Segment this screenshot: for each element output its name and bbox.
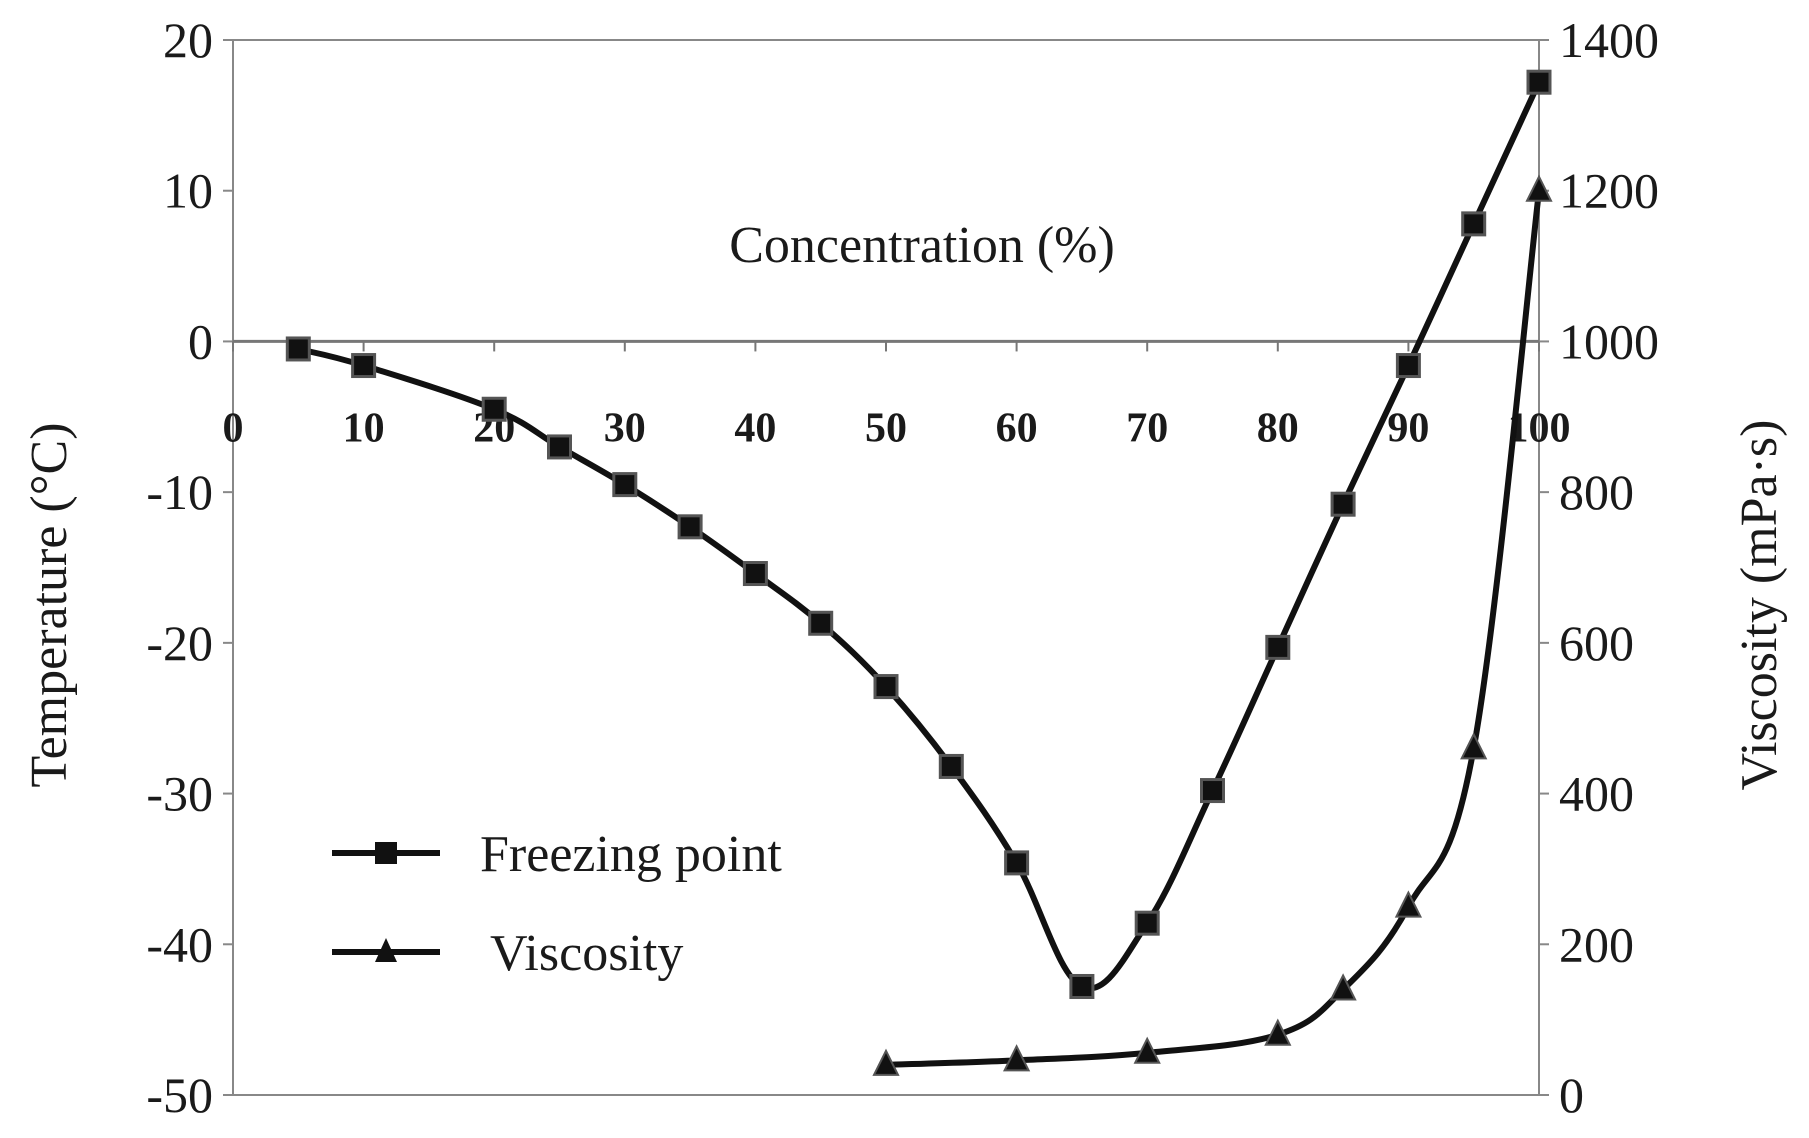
x-axis-title: Concentration (%) <box>729 217 1115 274</box>
data-point-freezing-point <box>742 561 768 587</box>
data-point-freezing-point <box>1134 910 1160 936</box>
data-point-freezing-point <box>938 753 964 779</box>
data-point-freezing-point <box>481 396 507 422</box>
data-point-freezing-point <box>1069 973 1095 999</box>
data-point-viscosity <box>1133 1036 1161 1064</box>
plot-frame <box>232 39 1540 1096</box>
y2-tick-label: 1200 <box>1559 163 1659 219</box>
y2-axis-title: Viscosity (mPa·s) <box>1731 420 1788 791</box>
legend: Freezing point Viscosity <box>332 826 782 982</box>
x-tick-label: 70 <box>1126 405 1168 451</box>
x-tick-label: 60 <box>996 405 1038 451</box>
legend-marker-triangle <box>375 938 397 962</box>
left-axis-ticks: 20 10 0 -10 -20 -30 -40 -50 <box>146 12 233 1123</box>
data-point-viscosity <box>1329 973 1357 1001</box>
data-point-freezing-point <box>285 336 311 362</box>
y-tick-label: 20 <box>163 12 213 68</box>
data-point-freezing-point <box>1004 850 1030 876</box>
y-tick-label: 10 <box>163 163 213 219</box>
data-point-viscosity <box>1460 732 1488 760</box>
data-point-freezing-point <box>1526 69 1552 95</box>
series-layer <box>285 69 1553 1076</box>
data-point-viscosity <box>872 1048 900 1076</box>
y2-tick-label: 200 <box>1559 916 1634 972</box>
x-tick-label: 40 <box>734 405 776 451</box>
data-point-freezing-point <box>1395 353 1421 379</box>
x-tick-label: 80 <box>1257 405 1299 451</box>
data-point-viscosity <box>1394 890 1423 918</box>
legend-label-freezing-point: Freezing point <box>480 826 782 883</box>
y2-tick-label: 400 <box>1559 766 1634 822</box>
y-tick-label: 0 <box>188 313 213 369</box>
data-point-freezing-point <box>1330 491 1356 517</box>
series-line-viscosity <box>885 190 1542 1068</box>
data-point-freezing-point <box>873 674 899 700</box>
x-tick-label: 10 <box>343 405 385 451</box>
y2-tick-label: 1400 <box>1559 12 1659 68</box>
y-tick-label: -40 <box>146 916 213 972</box>
data-point-viscosity <box>1264 1018 1292 1046</box>
x-tick-label: 30 <box>604 405 646 451</box>
right-axis-ticks: 1400 1200 1000 800 600 400 200 0 <box>1539 12 1659 1123</box>
y-axis-title: Temperature (°C) <box>21 422 78 787</box>
x-tick-label: 0 <box>223 405 244 451</box>
data-point-freezing-point <box>1265 634 1291 660</box>
data-point-freezing-point <box>677 514 703 540</box>
data-point-freezing-point <box>1200 778 1225 804</box>
data-point-viscosity <box>1002 1044 1031 1072</box>
data-point-freezing-point <box>547 434 572 460</box>
x-tick-label: 50 <box>865 405 907 451</box>
y-tick-label: -10 <box>146 464 213 520</box>
y2-tick-label: 800 <box>1559 464 1634 520</box>
legend-marker-square <box>375 842 397 864</box>
y2-tick-label: 600 <box>1559 615 1634 671</box>
y-tick-label: -30 <box>146 766 213 822</box>
data-point-freezing-point <box>808 610 834 636</box>
x-tick-label: 90 <box>1387 405 1429 451</box>
y2-tick-label: 0 <box>1559 1067 1584 1123</box>
legend-label-viscosity: Viscosity <box>490 925 683 982</box>
y-tick-label: -50 <box>146 1067 213 1123</box>
y2-tick-label: 1000 <box>1559 313 1659 369</box>
x-axis-ticks: 0 10 20 30 40 50 60 70 80 90 100 <box>223 341 1571 451</box>
y-tick-label: -20 <box>146 615 213 671</box>
data-point-viscosity <box>1525 174 1553 202</box>
data-point-freezing-point <box>351 353 377 379</box>
data-point-freezing-point <box>612 472 638 498</box>
data-point-freezing-point <box>1461 211 1487 237</box>
